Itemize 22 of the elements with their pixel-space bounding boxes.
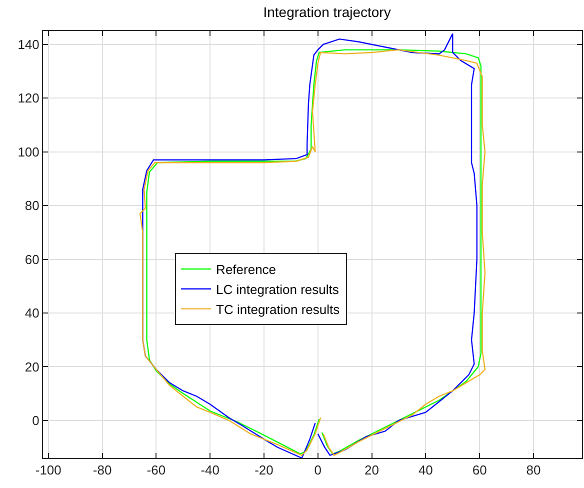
x-tick-label: -60: [146, 462, 166, 478]
legend-label: LC integration results: [216, 282, 340, 297]
chart-title: Integration trajectory: [263, 4, 391, 20]
y-tick-label: 140: [18, 36, 40, 52]
y-tick-label: 100: [18, 144, 40, 160]
x-tick-label: -20: [254, 462, 274, 478]
x-tick-label: -100: [35, 462, 62, 478]
x-tick-label: 60: [472, 462, 487, 478]
legend-label: TC integration results: [216, 302, 340, 317]
y-tick-label: 80: [24, 198, 40, 214]
x-tick-label: 0: [314, 462, 322, 478]
x-tick-label: 80: [526, 462, 541, 478]
y-tick-label: 40: [24, 306, 40, 321]
legend-label: Reference: [216, 262, 276, 278]
y-tick-label: 60: [24, 252, 40, 267]
y-tick-label: 20: [24, 359, 40, 374]
x-tick-label: -40: [200, 462, 220, 478]
x-tick-label: 40: [418, 462, 433, 478]
x-tick-label: 20: [364, 462, 380, 478]
x-tick-label: -80: [92, 462, 112, 478]
y-tick-label: 120: [18, 90, 40, 106]
y-tick-label: 0: [32, 412, 40, 428]
